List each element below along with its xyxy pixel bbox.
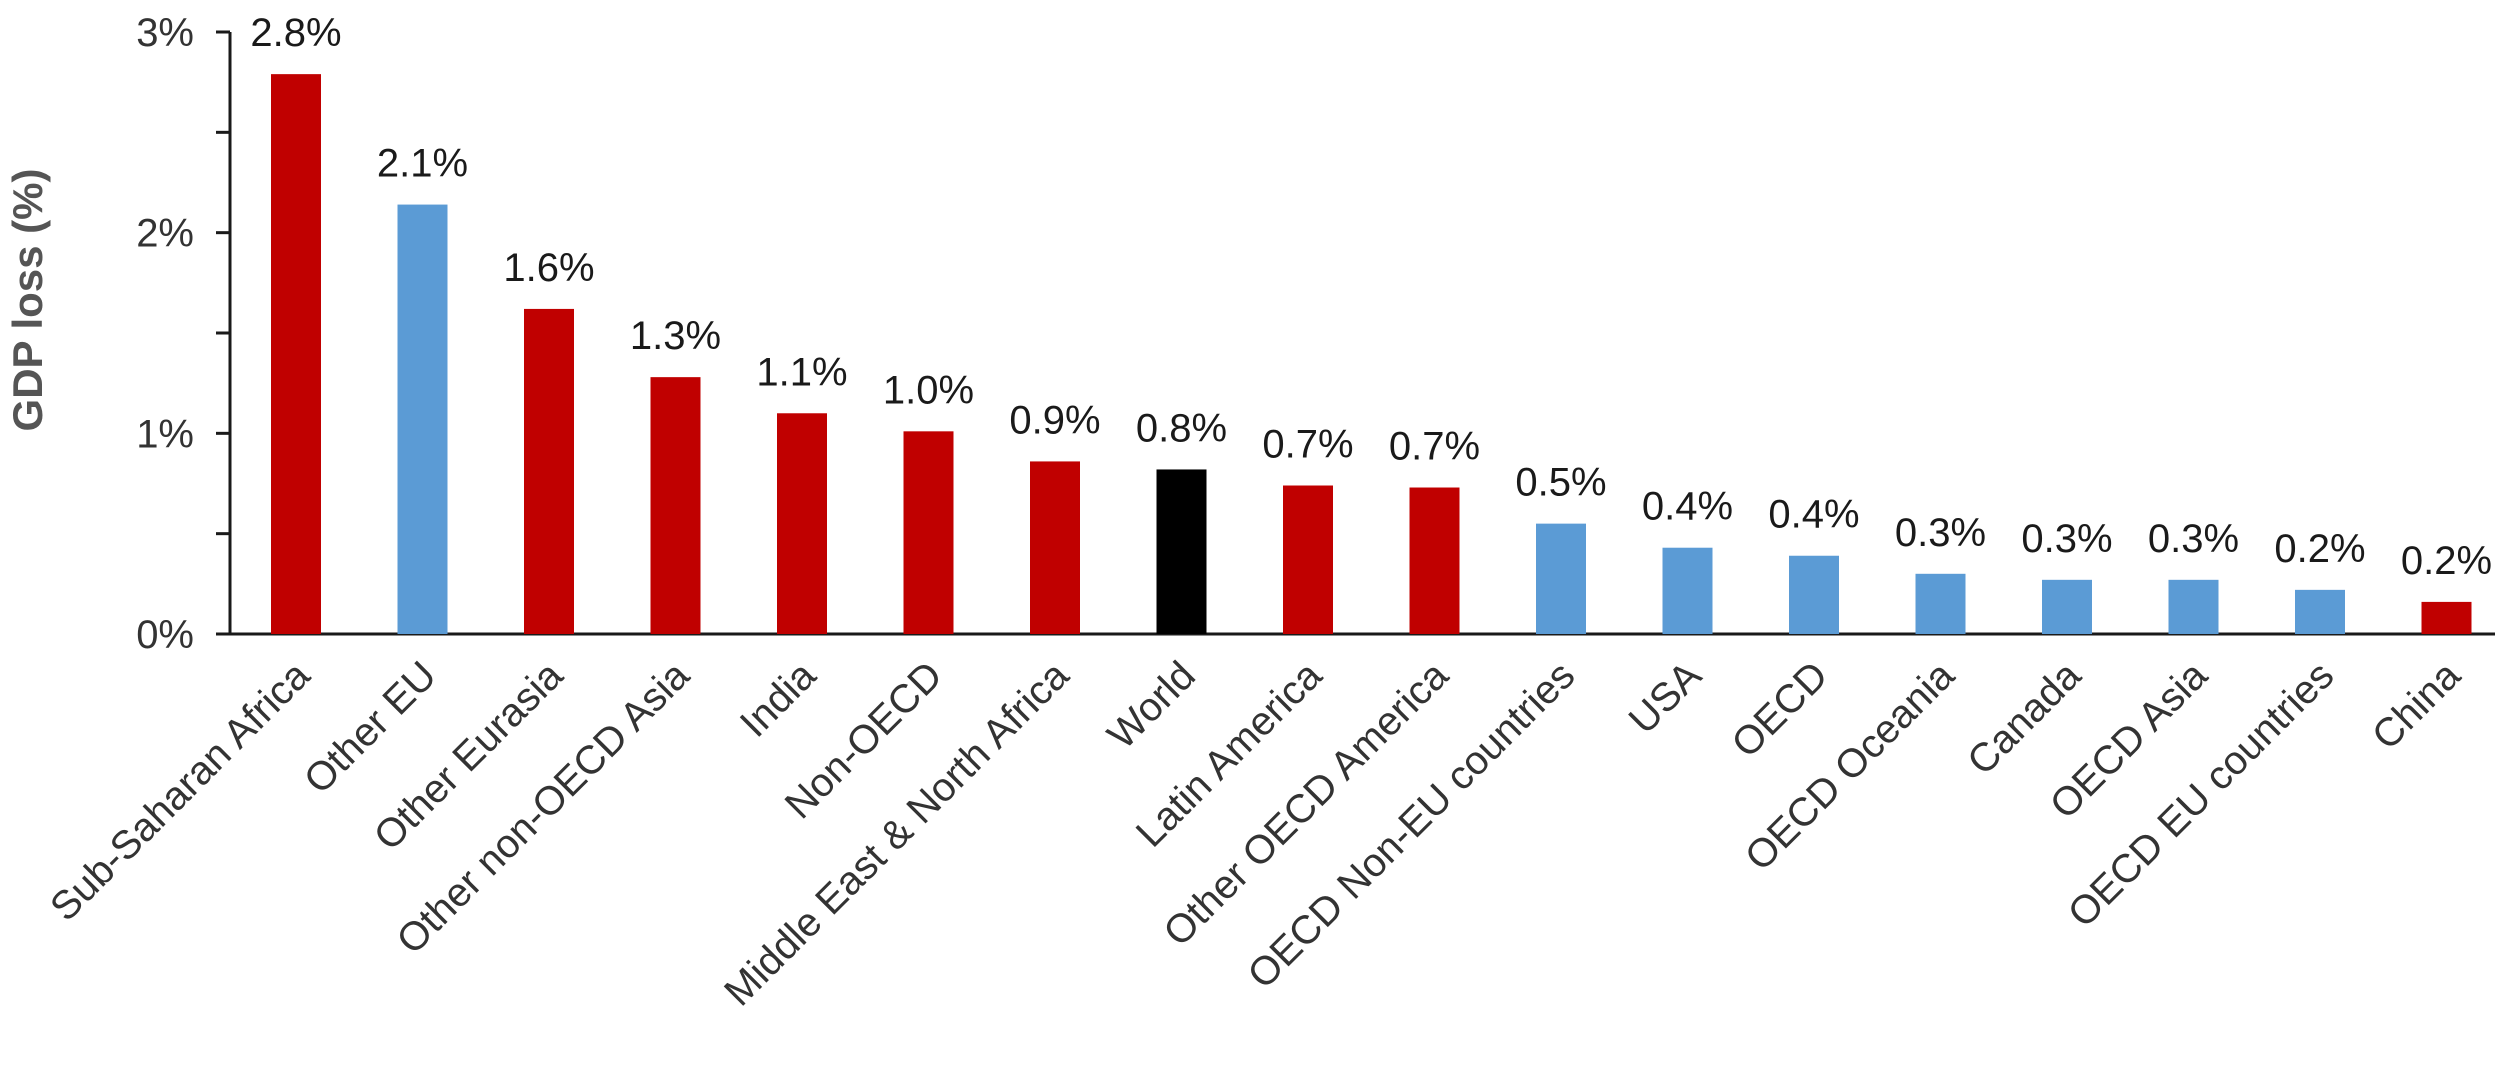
y-tick-label: 1% — [136, 412, 194, 456]
bar — [1536, 523, 1586, 634]
bar — [1915, 573, 1966, 634]
bar — [903, 431, 954, 634]
bar — [1409, 487, 1460, 634]
bar — [2295, 589, 2345, 634]
data-label: 0.7% — [1262, 423, 1353, 467]
data-label: 0.3% — [1895, 511, 1986, 555]
bar — [777, 413, 827, 634]
data-label: 0.8% — [1136, 406, 1227, 450]
bar — [1030, 461, 1080, 634]
bar — [650, 377, 701, 634]
data-label: 0.7% — [1389, 425, 1480, 469]
bar — [271, 74, 321, 634]
bar — [1156, 469, 1207, 634]
x-tick-label: Canada — [1959, 653, 2090, 784]
bar — [2168, 579, 2219, 634]
bar — [524, 308, 574, 634]
y-tick-label: 2% — [136, 212, 194, 256]
bar — [1662, 547, 1713, 634]
x-tick-label: USA — [1621, 653, 1710, 742]
data-label: 0.2% — [2274, 527, 2365, 571]
bar — [1789, 555, 1839, 634]
data-label: 2.1% — [377, 142, 468, 186]
x-tick-label: OECD — [1724, 653, 1837, 766]
bars — [271, 74, 2472, 634]
data-label: 1.3% — [630, 314, 721, 358]
x-tick-label: World — [1099, 653, 1203, 757]
x-tick-label: Sub-Saharan Africa — [42, 653, 319, 930]
bar — [397, 204, 448, 634]
data-label: 1.6% — [503, 246, 594, 290]
data-label: 0.3% — [2021, 517, 2112, 561]
data-label: 1.1% — [756, 350, 847, 394]
data-label: 0.3% — [2148, 517, 2239, 561]
x-tick-label: India — [732, 653, 825, 746]
bar — [2421, 601, 2472, 634]
data-label: 0.4% — [1768, 493, 1859, 537]
y-axis-label: GDP loss (%) — [4, 169, 51, 432]
bar — [2042, 579, 2092, 634]
y-tick-label: 0% — [136, 613, 194, 657]
bar — [1283, 485, 1333, 634]
data-labels: 2.8% 2.1% 1.6% 1.3% 1.1% 1.0% 0.9% 0.8% 0.7% 0.7%… — [250, 11, 2492, 583]
data-label: 0.4% — [1642, 485, 1733, 529]
data-label: 1.0% — [883, 368, 974, 412]
y-tick-label: 3% — [136, 11, 194, 55]
y-ticks: 0% 1% 2% 3% — [136, 11, 230, 657]
x-tick-label: China — [2364, 653, 2470, 759]
data-label: 0.5% — [1515, 461, 1606, 505]
data-label: 0.2% — [2401, 539, 2492, 583]
data-label: 0.9% — [1009, 398, 1100, 442]
data-label: 2.8% — [250, 11, 341, 55]
